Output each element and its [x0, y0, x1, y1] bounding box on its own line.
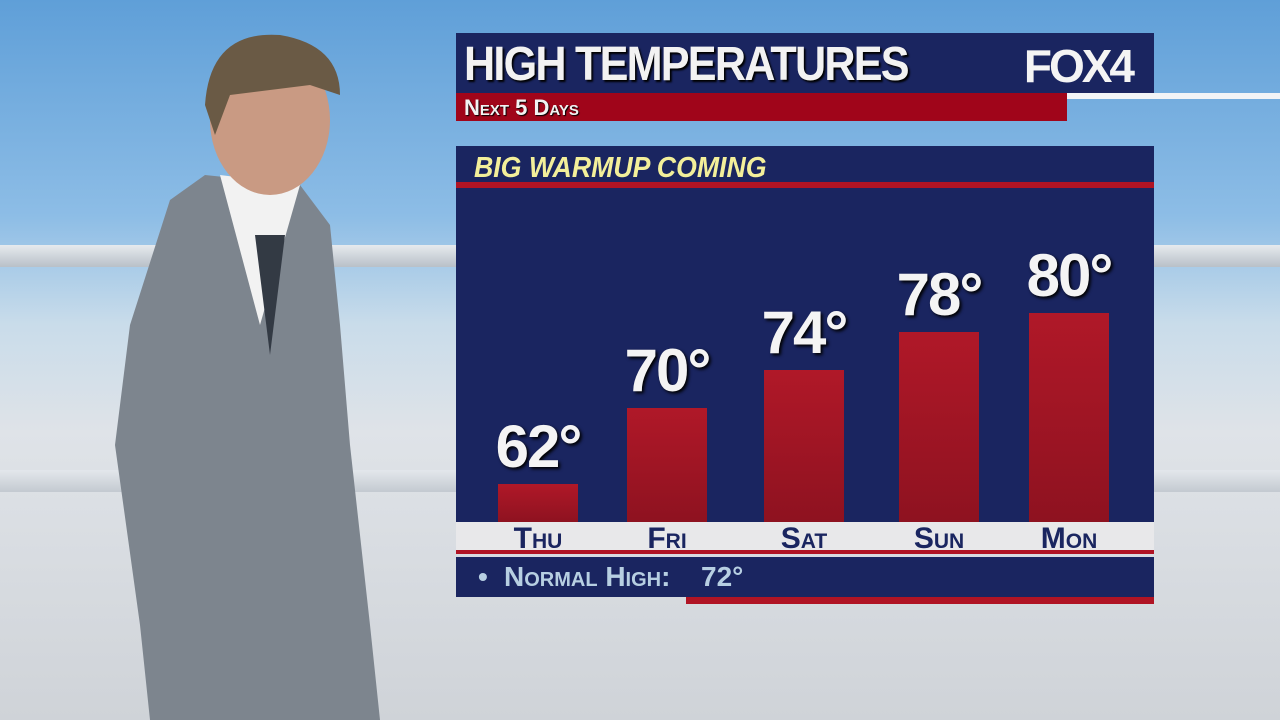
- tick-label: Sat: [780, 522, 828, 555]
- normal-high-bar: • Normal High: 72°: [456, 557, 1154, 597]
- data-label: 70°: [624, 337, 712, 404]
- bullet-icon: •: [478, 561, 488, 592]
- data-label: 78°: [896, 261, 984, 328]
- chart-header: BIG WARMUP COMING: [456, 146, 1154, 188]
- bar-chart: BIG WARMUP COMING 62° 70° 74° 78° 80°: [456, 146, 1154, 522]
- bar-sun: [899, 332, 979, 522]
- normal-high-label: Normal High:: [504, 561, 671, 592]
- title-banner: HIGH TEMPERATURES FOX4: [456, 33, 1154, 93]
- tick-label: Fri: [647, 522, 687, 555]
- bar-mon: [1029, 313, 1109, 522]
- chart-title: BIG WARMUP COMING: [474, 152, 767, 184]
- meteorologist: [115, 34, 380, 720]
- tick-label: Mon: [1040, 522, 1098, 555]
- divider: [686, 597, 1154, 604]
- data-label: 80°: [1026, 242, 1114, 309]
- data-label: 62°: [495, 413, 583, 480]
- data-label: 74°: [761, 299, 849, 366]
- tick-label: Sun: [913, 522, 965, 555]
- bar-thu: [498, 484, 578, 522]
- normal-high-value: 72°: [701, 561, 744, 592]
- bar-fri: [627, 408, 707, 522]
- title: HIGH TEMPERATURES: [464, 38, 910, 91]
- divider: [1067, 93, 1280, 99]
- tick-label: Thu: [513, 522, 563, 555]
- bar-sat: [764, 370, 844, 522]
- day-axis: Thu Fri Sat Sun Mon: [456, 522, 1154, 555]
- subtitle: Next 5 Days: [456, 93, 1067, 121]
- fox4-logo: FOX4: [1023, 40, 1135, 92]
